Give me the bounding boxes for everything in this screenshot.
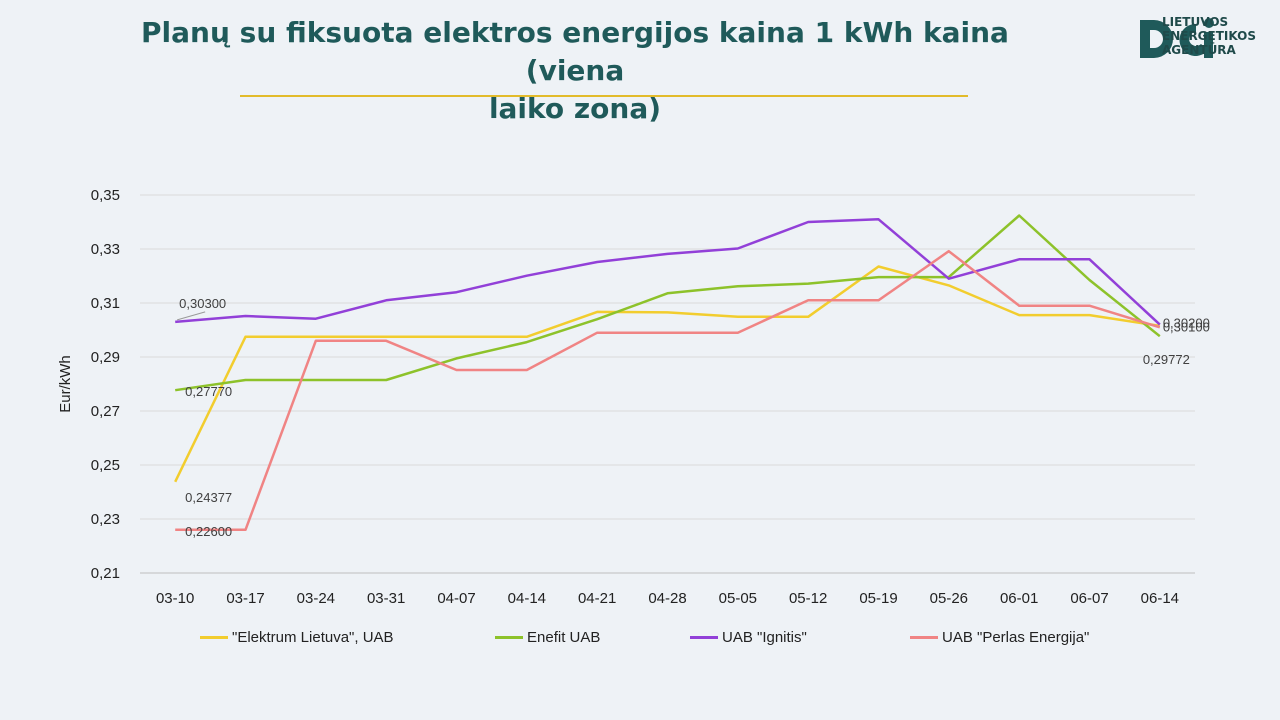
data-label: 0,24377 <box>185 490 232 505</box>
legend-label: Enefit UAB <box>527 628 601 646</box>
x-tick-label: 05-12 <box>789 590 827 607</box>
data-label: 0,30200 <box>1163 316 1210 331</box>
legend-item: "Elektrum Lietuva", UAB <box>200 626 394 648</box>
x-tick-label: 04-07 <box>437 590 475 607</box>
legend-swatch <box>910 635 938 639</box>
y-tick-label: 0,25 <box>91 457 120 474</box>
x-tick-label: 06-14 <box>1141 590 1179 607</box>
legend-label: "Elektrum Lietuva", UAB <box>232 628 394 646</box>
chart-title-line-1: Planų su fiksuota elektros energijos kai… <box>141 16 1009 87</box>
legend-swatch <box>495 635 523 639</box>
legend-item: UAB "Perlas Energija" <box>910 626 1089 648</box>
data-label: 0,30300 <box>179 296 226 311</box>
series-line-1 <box>175 214 1161 392</box>
x-tick-label: 06-01 <box>1000 590 1038 607</box>
y-tick-label: 0,29 <box>91 349 120 366</box>
agency-logo-icon <box>1140 18 1214 58</box>
y-tick-label: 0,31 <box>91 295 120 312</box>
data-label: 0,22600 <box>185 524 232 539</box>
chart-legend: "Elektrum Lietuva", UAB Enefit UAB UAB "Ig… <box>200 626 1200 650</box>
data-label: 0,29772 <box>1143 352 1190 367</box>
logo-line-3: AGENTŪRA <box>1162 43 1236 57</box>
x-tick-label: 03-24 <box>297 590 335 607</box>
x-tick-label: 06-07 <box>1070 590 1108 607</box>
y-tick-label: 0,21 <box>91 565 120 582</box>
data-label-leader <box>177 311 206 321</box>
x-tick-label: 03-31 <box>367 590 405 607</box>
y-axis-label: Eur/kWh <box>57 355 74 413</box>
x-tick-label: 03-17 <box>226 590 264 607</box>
x-tick-label: 05-19 <box>859 590 897 607</box>
logo-line-1: LIETUVOS <box>1162 15 1229 29</box>
x-tick-label: 03-10 <box>156 590 194 607</box>
series-line-3 <box>175 249 1161 532</box>
agency-logo-text: LIETUVOS ENERGETIKOS AGENTŪRA <box>1162 15 1256 57</box>
x-tick-label: 05-26 <box>930 590 968 607</box>
y-tick-label: 0,23 <box>91 511 120 528</box>
title-underline <box>240 95 968 97</box>
chart-title: Planų su fiksuota elektros energijos kai… <box>90 14 1060 128</box>
legend-label: UAB "Ignitis" <box>722 628 807 646</box>
data-label: 0,27770 <box>185 384 232 399</box>
y-tick-label: 0,35 <box>91 187 120 204</box>
series-line-0 <box>174 265 1160 483</box>
series-line-2 <box>175 218 1161 326</box>
chart-title-line-2: laiko zona) <box>488 92 662 125</box>
legend-item: Enefit UAB <box>495 626 600 648</box>
y-tick-label: 0,27 <box>91 403 120 420</box>
x-tick-label: 04-21 <box>578 590 616 607</box>
legend-item: UAB "Ignitis" <box>690 626 807 648</box>
y-tick-label: 0,33 <box>91 241 120 258</box>
logo-line-2: ENERGETIKOS <box>1162 29 1256 43</box>
legend-label: UAB "Perlas Energija" <box>942 628 1090 646</box>
x-tick-label: 04-14 <box>508 590 546 607</box>
data-label: 0,30100 <box>1163 319 1210 334</box>
legend-swatch <box>200 635 228 639</box>
legend-swatch <box>690 635 718 639</box>
x-tick-label: 04-28 <box>648 590 686 607</box>
x-tick-label: 05-05 <box>719 590 757 607</box>
